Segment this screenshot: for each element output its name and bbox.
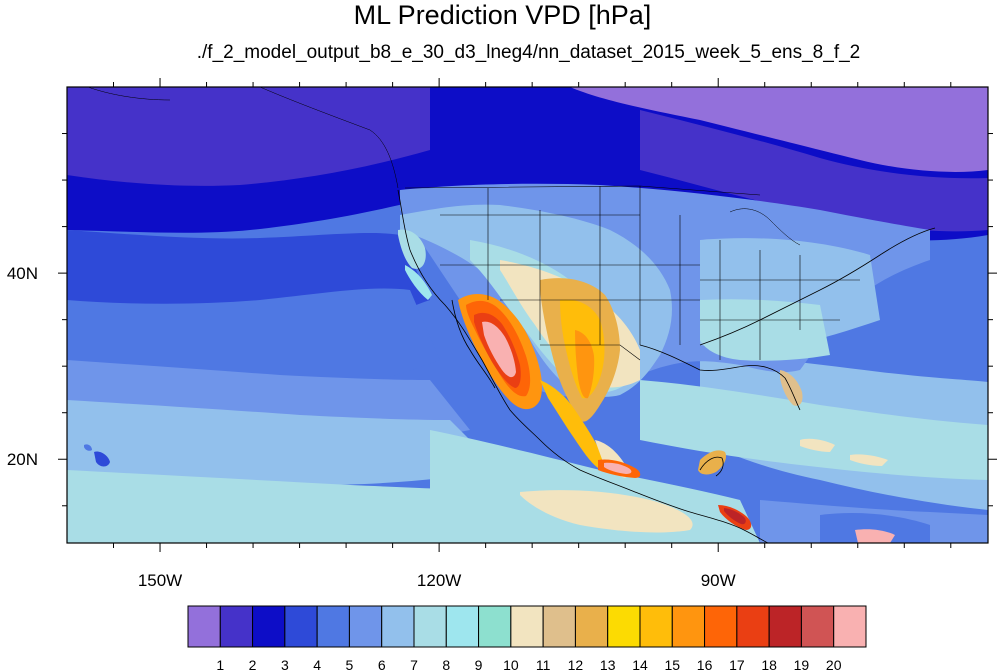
colorbar-swatch — [316, 605, 350, 648]
colorbar-label: 6 — [378, 657, 386, 672]
x-tick-label: 90W — [701, 571, 736, 590]
colorbar-label: 8 — [442, 657, 450, 672]
map-canvas — [67, 87, 988, 543]
colorbar-label: 2 — [249, 657, 257, 672]
colorbar-swatch — [445, 605, 480, 648]
colorbar-swatch — [413, 605, 447, 648]
colorbar-swatch — [736, 605, 770, 648]
colorbar-label: 11 — [536, 657, 551, 672]
colorbar-swatch — [800, 605, 835, 648]
colorbar-swatch — [542, 605, 576, 648]
colorbar-label: 17 — [729, 657, 745, 672]
canada-coast — [87, 87, 801, 246]
colorbar-label: 13 — [600, 657, 616, 672]
colorbar-swatch — [187, 605, 221, 648]
colorbar-label: 20 — [826, 657, 842, 672]
colorbar-label: 15 — [664, 657, 680, 672]
colorbar-swatch — [607, 605, 641, 648]
colorbar-label: 19 — [794, 657, 810, 672]
y-tick-label: 40N — [7, 264, 38, 283]
colorbar-swatch — [704, 605, 738, 648]
colorbar: 1 2 3 4 5 6 7 8 9 10 11 12 13 14 15 16 17 18 19 20 — [187, 605, 867, 672]
colorbar-label: 18 — [761, 657, 777, 672]
colorbar-label: 12 — [568, 657, 584, 672]
colorbar-label: 3 — [281, 657, 289, 672]
plot-border — [66, 86, 989, 544]
axis-layer: 150W 120W 90W 40N 20N — [7, 78, 997, 590]
colorbar-label: 4 — [313, 657, 321, 672]
colorbar-label: 10 — [503, 657, 519, 672]
colorbar-label: 7 — [410, 657, 418, 672]
colorbar-swatch — [381, 605, 415, 648]
colorbar-label: 16 — [697, 657, 713, 672]
colorbar-label: 5 — [346, 657, 354, 672]
y-tick-label: 20N — [7, 450, 38, 469]
colorbar-swatch — [639, 605, 673, 648]
colorbar-swatch — [833, 605, 867, 648]
colorbar-swatch — [284, 605, 318, 648]
colorbar-swatch — [252, 605, 286, 648]
state-borders — [404, 185, 860, 361]
colorbar-swatch — [510, 605, 544, 648]
x-tick-label: 120W — [417, 571, 461, 590]
colorbar-label: 9 — [475, 657, 483, 672]
colorbar-swatch — [574, 605, 609, 648]
x-tick-label: 150W — [138, 571, 182, 590]
colorbar-label: 14 — [632, 657, 648, 672]
colorbar-swatch — [478, 605, 512, 648]
map-subtitle: ./f_2_model_output_b8_e_30_d3_lneg4/nn_d… — [196, 42, 861, 63]
colorbar-swatch — [348, 605, 383, 648]
colorbar-swatch — [768, 605, 802, 648]
map-title: ML Prediction VPD [hPa] — [353, 0, 652, 30]
coastlines — [397, 189, 936, 543]
colorbar-swatch — [219, 605, 254, 648]
colorbar-swatch — [671, 605, 706, 648]
colorbar-label: 1 — [216, 657, 224, 672]
